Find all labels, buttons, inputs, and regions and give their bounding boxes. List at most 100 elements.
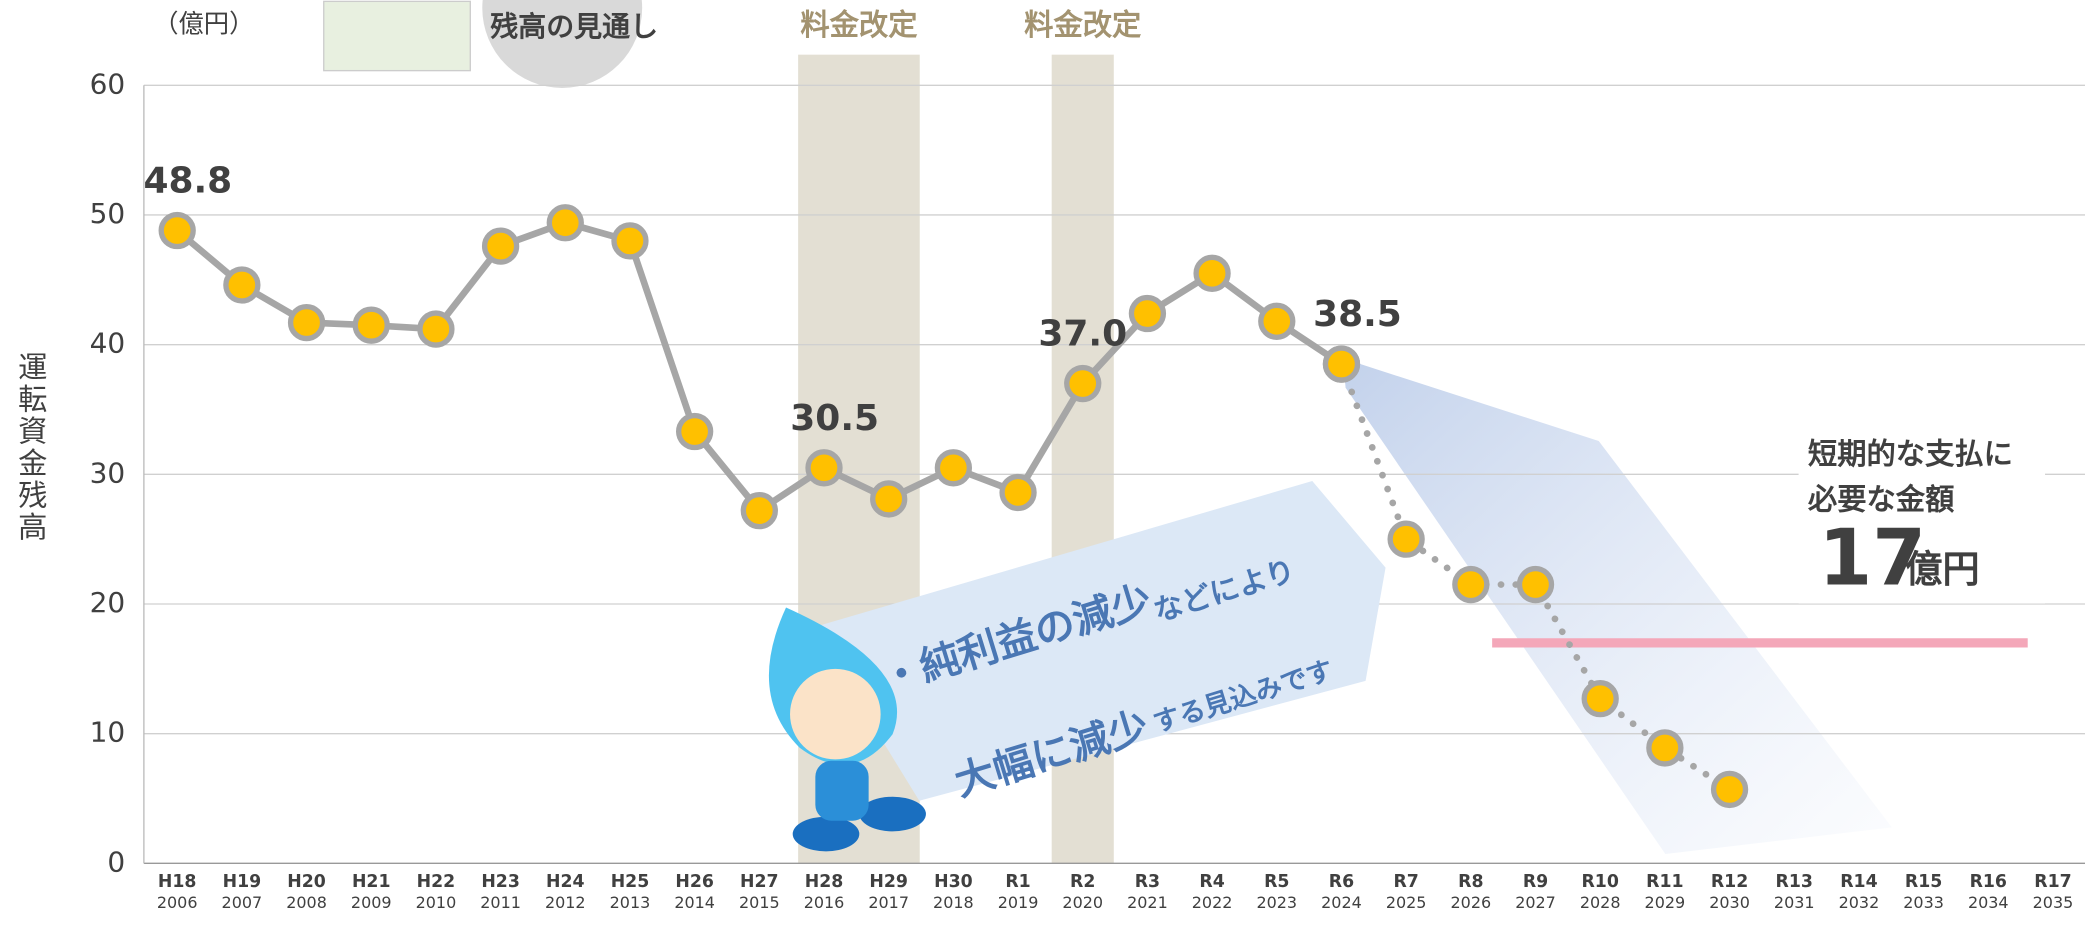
- partial-title: 残高の見通し: [490, 10, 658, 43]
- data-point: [1452, 565, 1490, 604]
- data-point: [1128, 294, 1167, 333]
- x-tick-label: H19: [223, 872, 262, 892]
- x-tick-year: 2035: [2033, 893, 2074, 912]
- mascot-foot: [792, 816, 860, 852]
- data-point: [999, 473, 1037, 512]
- data-point: [675, 412, 714, 451]
- y-tick-label: 50: [90, 197, 126, 230]
- data-point: [1322, 345, 1361, 383]
- x-tick-label: H25: [611, 872, 650, 892]
- threshold-text: 短期的な支払に: [1808, 437, 2013, 471]
- x-tick-year: 2020: [1062, 893, 1103, 912]
- x-tick-year: 2030: [1709, 893, 1750, 912]
- x-tick-label: H27: [740, 872, 779, 892]
- data-label: 37.0: [1038, 314, 1127, 355]
- x-tick-label: H24: [546, 872, 585, 892]
- x-tick-year: 2007: [222, 893, 263, 912]
- data-point: [1193, 254, 1231, 292]
- data-point: [1064, 364, 1102, 403]
- data-point: [546, 204, 584, 242]
- x-tick-label: H21: [352, 872, 391, 892]
- data-point: [1387, 520, 1425, 558]
- x-tick-label: H30: [934, 872, 973, 892]
- x-tick-label: H20: [287, 872, 326, 892]
- band-label: 料金改定: [800, 8, 918, 42]
- data-point: [352, 306, 390, 344]
- series-line: [173, 219, 1345, 514]
- threshold-text: 必要な金額: [1808, 482, 1954, 516]
- y-tick-label: 40: [90, 327, 126, 360]
- x-tick-label: R17: [2034, 872, 2071, 892]
- x-tick-year: 2013: [610, 893, 651, 912]
- x-tick-year: 2014: [674, 893, 715, 912]
- data-point: [1516, 565, 1555, 604]
- data-label: 48.8: [143, 161, 232, 202]
- x-tick-year: 2009: [351, 893, 392, 912]
- y-tick-label: 0: [107, 845, 125, 878]
- x-tick-year: 2015: [739, 893, 780, 912]
- threshold-box: [1798, 430, 2046, 604]
- data-point: [1646, 729, 1684, 767]
- data-label: 38.5: [1313, 294, 1402, 335]
- x-tick-label: R9: [1523, 872, 1548, 892]
- x-tick-label: H18: [158, 872, 197, 892]
- x-tick-label: R3: [1135, 872, 1160, 892]
- x-tick-label: R16: [1970, 872, 2007, 892]
- data-point: [805, 449, 843, 487]
- x-tick-year: 2016: [804, 893, 845, 912]
- x-tick-label: R4: [1199, 872, 1224, 892]
- mascot-legs: [815, 760, 869, 821]
- band-label: 料金改定: [1024, 8, 1142, 42]
- x-tick-label: R12: [1711, 872, 1748, 892]
- data-point: [158, 211, 196, 250]
- data-point: [481, 227, 520, 265]
- mascot: [768, 607, 926, 852]
- data-point: [1581, 680, 1619, 718]
- x-tick-label: R11: [1646, 872, 1683, 892]
- x-tick-year: 2031: [1774, 893, 1815, 912]
- mascot-foot: [859, 796, 926, 832]
- x-tick-year: 2022: [1192, 893, 1233, 912]
- x-tick-year: 2032: [1839, 893, 1880, 912]
- x-tick-label: R13: [1776, 872, 1813, 892]
- x-tick-year: 2008: [286, 893, 327, 912]
- x-tick-label: H26: [675, 872, 714, 892]
- x-tick-label: R14: [1840, 872, 1877, 892]
- unit-label: （億円）: [153, 9, 254, 38]
- x-tick-year: 2012: [545, 893, 586, 912]
- x-tick-label: R1: [1005, 872, 1030, 892]
- data-point: [223, 266, 261, 304]
- x-tick-label: H28: [805, 872, 844, 892]
- x-tick-year: 2025: [1386, 893, 1427, 912]
- data-point: [417, 310, 455, 348]
- x-tick-year: 2026: [1451, 893, 1492, 912]
- y-axis-label: 運転資金残高: [14, 352, 48, 544]
- y-tick-label: 60: [90, 67, 126, 100]
- x-tick-label: H29: [869, 872, 908, 892]
- threshold-unit: 億円: [1905, 547, 1980, 591]
- x-tick-year: 2028: [1580, 893, 1621, 912]
- x-tick-label: R8: [1458, 872, 1483, 892]
- x-tick-label: R7: [1393, 872, 1418, 892]
- x-tick-year: 2018: [933, 893, 974, 912]
- data-point: [1710, 770, 1749, 809]
- x-tick-year: 2021: [1127, 893, 1168, 912]
- y-tick-label: 10: [90, 716, 126, 749]
- data-point: [934, 449, 973, 487]
- data-label: 30.5: [790, 398, 879, 439]
- data-point: [740, 491, 778, 530]
- x-tick-year: 2017: [868, 893, 909, 912]
- callout-shape: [812, 480, 1386, 801]
- x-tick-year: 2011: [480, 893, 521, 912]
- data-point: [870, 480, 908, 518]
- y-tick-label: 20: [90, 586, 126, 619]
- data-point: [611, 222, 649, 260]
- x-tick-year: 2019: [998, 893, 1039, 912]
- x-tick-label: R10: [1581, 872, 1618, 892]
- x-tick-year: 2033: [1903, 893, 1944, 912]
- x-tick-label: H23: [481, 872, 520, 892]
- mascot-face: [790, 668, 881, 760]
- x-tick-label: R6: [1329, 872, 1354, 892]
- x-tick-year: 2027: [1515, 893, 1556, 912]
